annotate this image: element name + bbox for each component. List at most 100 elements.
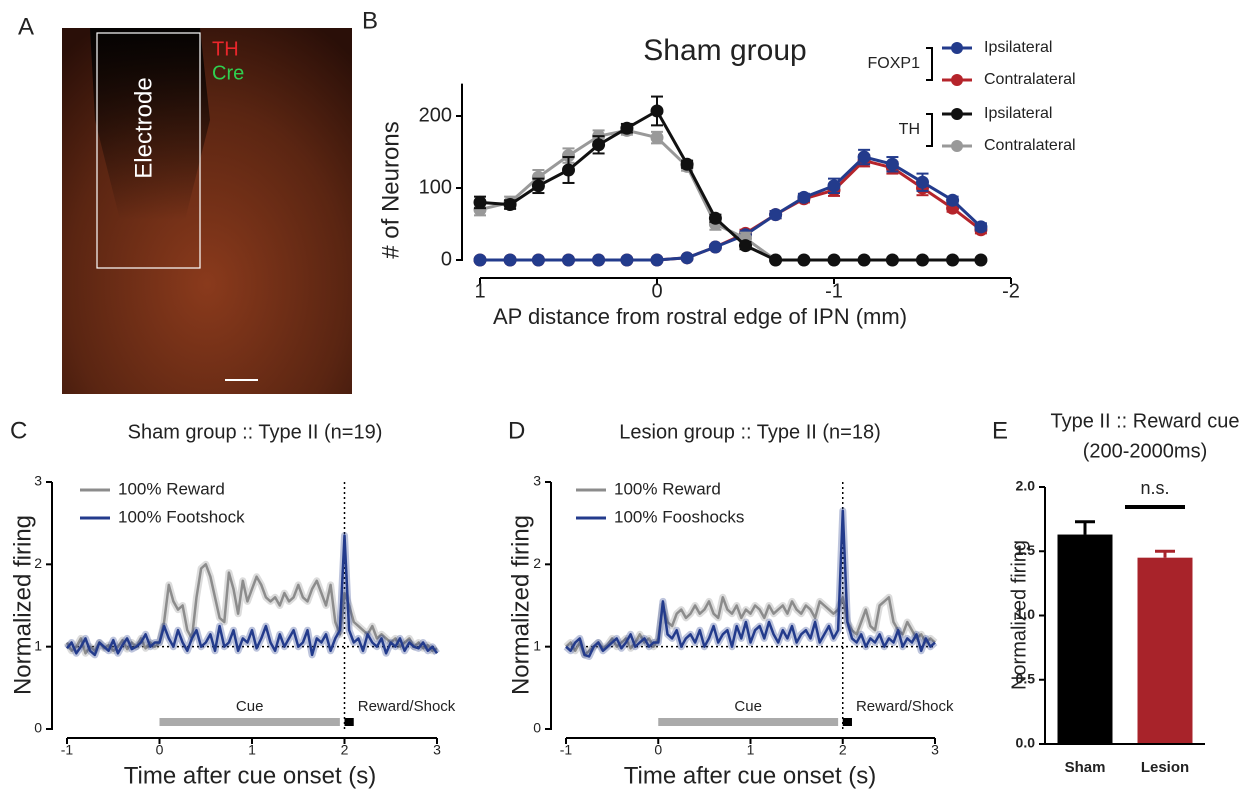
figure: A Electrode THCreBSham groupAP distance … — [0, 0, 1260, 795]
x-tick-label: -1 — [560, 742, 573, 758]
legend-bracket — [926, 114, 932, 146]
event-label: Reward/Shock — [856, 698, 954, 715]
legend-bracket — [926, 48, 932, 80]
x-tick-label: -1 — [61, 742, 74, 758]
legend-label: Ipsilateral — [984, 39, 1052, 56]
bar — [1138, 558, 1193, 744]
marker — [620, 122, 633, 135]
x-tick-label: 3 — [931, 742, 939, 758]
marker — [828, 254, 841, 267]
marker — [797, 191, 810, 204]
y-tick-label: 2.0 — [1016, 478, 1036, 494]
y-tick-label: 0.5 — [1016, 670, 1036, 686]
y-tick-label: 0 — [441, 248, 452, 270]
marker — [739, 239, 752, 252]
y-tick-label: 2 — [533, 555, 541, 571]
marker — [769, 208, 782, 221]
x-tick-label: -1 — [825, 280, 843, 302]
x-tick-label: 1 — [747, 742, 755, 758]
chart-subtitle: (200-2000ms) — [1083, 440, 1208, 462]
legend-swatch — [951, 42, 963, 54]
legend-label: 100% Reward — [614, 479, 721, 498]
x-axis-label: AP distance from rostral edge of IPN (mm… — [493, 304, 907, 329]
y-tick-label: 1 — [533, 637, 541, 653]
x-tick-label: 2 — [341, 742, 349, 758]
marker — [651, 104, 664, 117]
marker — [974, 220, 987, 233]
y-tick-label: 3 — [34, 473, 42, 489]
marker — [474, 254, 487, 267]
marker — [797, 254, 810, 267]
legend-label: Ipsilateral — [984, 105, 1052, 122]
x-tick-label: 1 — [474, 280, 485, 302]
series-line — [480, 157, 981, 260]
event-bar — [160, 718, 340, 726]
marker — [916, 176, 929, 189]
legend-label: 100% Reward — [118, 479, 225, 498]
panel-label: C — [10, 417, 27, 444]
marker — [651, 254, 664, 267]
legend-label: Contralateral — [984, 137, 1076, 154]
chart-title: Lesion group :: Type II (n=18) — [619, 421, 880, 443]
marker — [562, 254, 575, 267]
legend-swatch — [951, 74, 963, 86]
panel-label: A — [18, 13, 34, 40]
marker — [886, 158, 899, 171]
y-axis-label: Normalized firing — [9, 515, 36, 695]
x-tick-label: 0 — [651, 280, 662, 302]
y-axis-label: Normalized firing — [507, 515, 534, 695]
panel-label: B — [362, 7, 378, 34]
event-bar — [843, 718, 852, 726]
marker — [828, 179, 841, 192]
marker — [709, 241, 722, 254]
y-tick-label: 1.0 — [1016, 606, 1036, 622]
chart: DLesion group :: Type II (n=18)Time afte… — [507, 417, 954, 789]
y-tick-label: 2 — [34, 555, 42, 571]
y-tick-label: 1.5 — [1016, 542, 1036, 558]
legend-group-label: TH — [899, 121, 920, 138]
legend-label: 100% Fooshocks — [614, 507, 744, 526]
marker — [562, 164, 575, 177]
y-tick-label: 100 — [419, 176, 452, 198]
marker — [620, 254, 633, 267]
image-panel: A Electrode — [18, 13, 352, 394]
event-label: Cue — [236, 698, 264, 715]
x-axis-label: Time after cue onset (s) — [124, 762, 377, 789]
legend-label: Contralateral — [984, 71, 1076, 88]
x-tick-label: -2 — [1002, 280, 1020, 302]
marker — [709, 212, 722, 225]
marker — [592, 254, 605, 267]
marker — [886, 254, 899, 267]
marker — [858, 254, 871, 267]
marker — [916, 254, 929, 267]
marker — [651, 131, 664, 144]
x-tick-label: 1 — [248, 742, 256, 758]
marker — [592, 138, 605, 151]
y-tick-label: 0 — [34, 720, 42, 736]
chart: C Sham group :: Type II (n=19)Time after … — [9, 417, 455, 789]
chart-title: Type II :: Reward cue — [1051, 410, 1240, 432]
marker — [858, 151, 871, 164]
y-tick-label: 200 — [419, 104, 452, 126]
panel-label: E — [992, 417, 1008, 444]
bar — [1058, 535, 1113, 744]
x-tick-label: 0 — [654, 742, 662, 758]
x-tick-label: Sham — [1065, 759, 1106, 776]
marker — [769, 254, 782, 267]
legend-label: 100% Footshock — [118, 507, 245, 526]
legend-group-label: FOXP1 — [868, 55, 921, 72]
image-annotation: Electrode — [130, 77, 157, 178]
marker — [974, 254, 987, 267]
marker — [474, 196, 487, 209]
channel-label: TH — [212, 38, 239, 60]
chart: B Sham group AP distance from rostral edge… — [362, 7, 1076, 328]
y-tick-label: 1 — [34, 637, 42, 653]
chart-title: Sham group — [643, 34, 806, 67]
chart-title: Sham group :: Type II (n=19) — [128, 421, 383, 443]
legend-swatch — [951, 140, 963, 152]
y-tick-label: 3 — [533, 473, 541, 489]
marker — [504, 254, 517, 267]
event-bar — [345, 718, 354, 726]
x-tick-label: 0 — [156, 742, 164, 758]
